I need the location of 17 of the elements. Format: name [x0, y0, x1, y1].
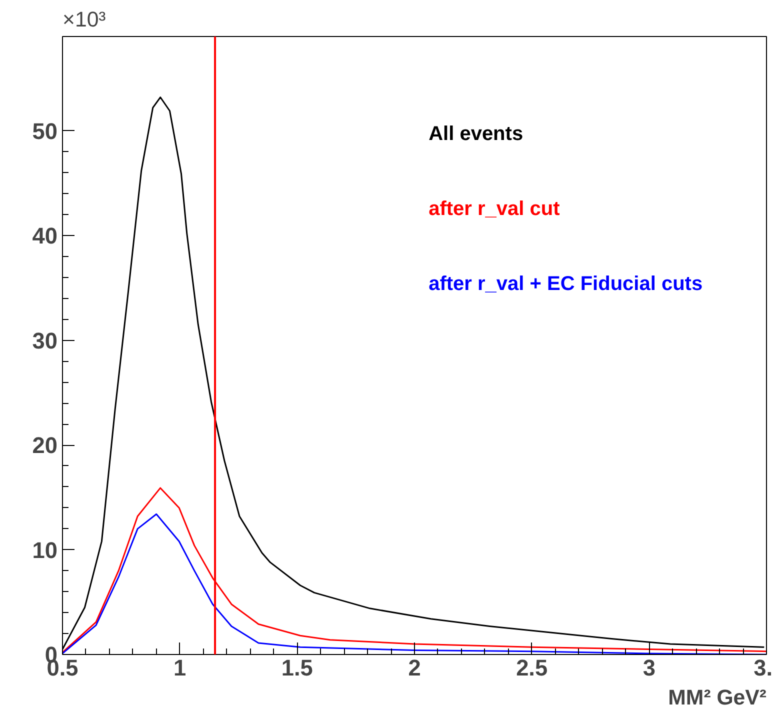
text: after r_val + EC Fiducial cuts: [428, 272, 703, 295]
x-tick-label: 2: [408, 654, 421, 680]
x-axis-title: MM² GeV²: [668, 686, 767, 710]
text: after r_val cut: [428, 198, 560, 220]
y-tick-label: 30: [32, 327, 58, 354]
x-tick-label: 3.: [754, 654, 772, 680]
x-tick-label: 3: [642, 654, 656, 680]
line-series: [62, 96, 765, 650]
x-tick-label: 2.5: [516, 654, 548, 680]
y-tick-label: 10: [32, 536, 58, 563]
y-tick-label: 50: [32, 118, 58, 144]
text: ×10³: [62, 8, 106, 32]
x-tick-label: 1: [174, 654, 186, 680]
y-tick-label: 20: [32, 432, 58, 458]
y-tick-label: 40: [32, 222, 58, 249]
x-tick-label: 1.5: [281, 654, 313, 680]
text: All events: [428, 122, 524, 145]
